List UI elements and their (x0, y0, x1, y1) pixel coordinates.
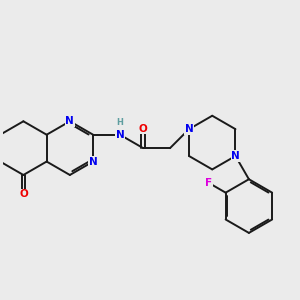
Text: O: O (19, 189, 28, 200)
Text: F: F (205, 178, 212, 188)
Text: N: N (184, 124, 194, 134)
Text: N: N (231, 151, 240, 161)
Text: N: N (116, 130, 124, 140)
Text: N: N (89, 157, 98, 166)
Text: H: H (116, 118, 123, 127)
Text: N: N (65, 116, 74, 126)
Text: O: O (139, 124, 148, 134)
